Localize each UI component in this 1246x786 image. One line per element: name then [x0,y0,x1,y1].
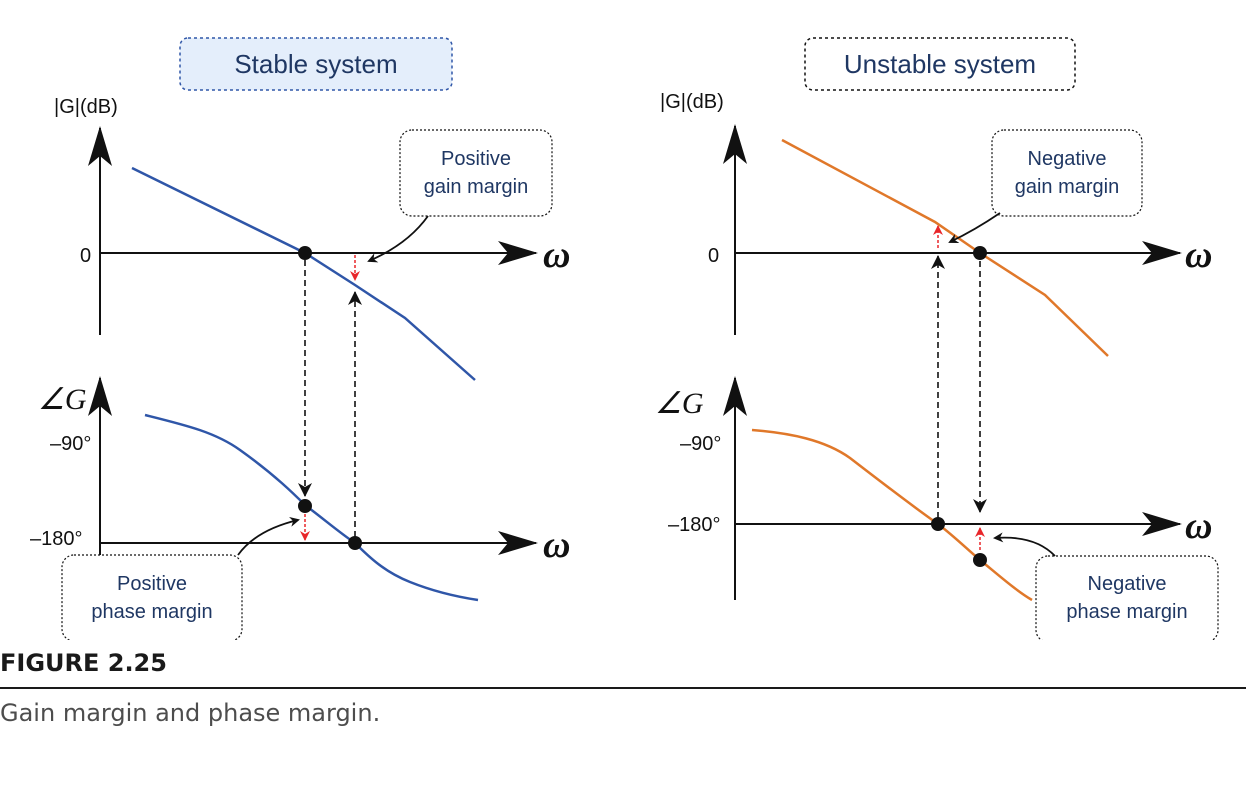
unstable-gain-note-pointer [948,212,1001,244]
unstable-phase-tick-90: –90° [680,433,721,455]
unstable-gain-note-line1: Negative [1028,148,1107,170]
stable-title-box [179,37,453,91]
stable-panel: Stable system |G|(dB) 0 ω Positive gain … [30,37,570,640]
stable-phase-tick-90: –90° [50,433,91,455]
stable-phase-note-line2: phase margin [91,601,212,623]
stable-phase-tick-180: –180° [30,528,83,550]
stable-gain-note-line2: gain margin [424,176,529,198]
stable-phase-omega-label: ω [543,524,570,566]
stable-gain-note-pointer [367,215,429,263]
caption-divider [0,687,1246,689]
unstable-title-box [804,37,1076,91]
unstable-mag-axis-label: |G|(dB) [660,91,724,113]
stable-mag-axis-label: |G|(dB) [54,96,118,118]
stable-phase-note-pointer [237,516,300,556]
bode-diagram: Stable system |G|(dB) 0 ω Positive gain … [30,37,1219,640]
unstable-phase-note-pointer [993,532,1056,557]
stable-phase-crossover-point [348,536,362,550]
unstable-title: Unstable system [844,49,1036,79]
stable-phase-note-box [61,554,243,640]
unstable-phase-curve [751,428,1033,602]
unstable-phase-tick-180: –180° [668,514,721,536]
stable-gain-crossover-point [298,246,312,260]
unstable-phase-point [973,553,987,567]
unstable-panel: Unstable system |G|(dB) 0 ω Negative gai… [655,37,1219,640]
figure-caption: Gain margin and phase margin. [0,699,381,727]
stable-phase-note-line1: Positive [117,573,187,595]
unstable-phase-crossover-point [931,517,945,531]
unstable-phase-omega-label: ω [1185,505,1212,547]
stable-gain-note-box [399,129,553,217]
stable-mag-omega-label: ω [543,234,570,276]
unstable-mag-zero-label: 0 [708,245,719,267]
unstable-phase-axis-label: ∠G [655,387,704,420]
unstable-gain-note-box [991,129,1143,217]
unstable-phase-note-line1: Negative [1088,573,1167,595]
unstable-phase-note-line2: phase margin [1066,601,1187,623]
stable-title: Stable system [234,49,397,79]
unstable-gain-note-line2: gain margin [1015,176,1120,198]
figure-label: FIGURE 2.25 [0,649,167,677]
stable-phase-point [298,499,312,513]
stable-phase-axis-label: ∠G [38,383,87,416]
unstable-mag-omega-label: ω [1185,234,1212,276]
stable-phase-curve [144,413,479,602]
unstable-gain-crossover-point [973,246,987,260]
stable-magnitude-curve [131,166,476,381]
unstable-phase-note-box [1035,555,1219,640]
stable-gain-note-line1: Positive [441,148,511,170]
stable-mag-zero-label: 0 [80,245,91,267]
